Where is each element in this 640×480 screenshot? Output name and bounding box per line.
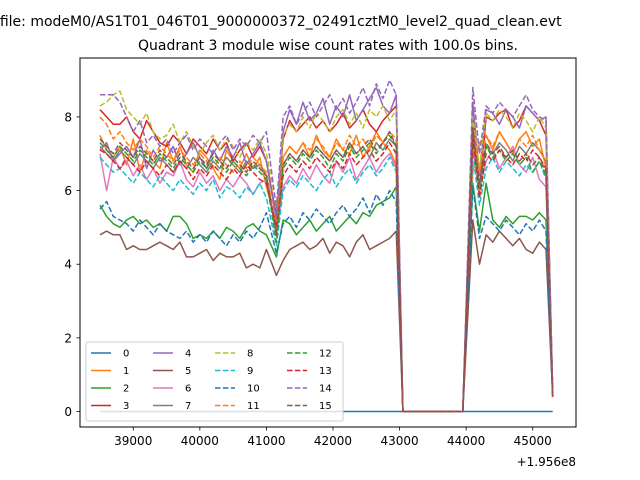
legend-label-11: 11 — [247, 401, 260, 412]
legend-label-6: 6 — [185, 384, 191, 395]
x-tick-label: 39000 — [114, 434, 152, 448]
series-line-8 — [99, 90, 554, 413]
x-offset-label: +1.956e8 — [517, 455, 576, 469]
legend-frame — [85, 341, 344, 422]
legend-label-8: 8 — [247, 349, 253, 360]
series-line-3 — [99, 105, 554, 413]
series-line-6 — [99, 145, 554, 413]
series-line-5 — [99, 219, 554, 413]
legend-label-1: 1 — [123, 366, 129, 377]
series-layer — [99, 79, 554, 413]
figure-suptitle: Plots for data from file: modeM0/AS1T01_… — [0, 14, 562, 30]
legend-label-9: 9 — [247, 366, 253, 377]
legend-label-13: 13 — [319, 366, 332, 377]
x-tick-label: 41000 — [247, 434, 285, 448]
series-line-12 — [99, 130, 554, 413]
legend-label-0: 0 — [123, 349, 129, 360]
legend-label-15: 15 — [319, 401, 332, 412]
chart-title: Quadrant 3 module wise count rates with … — [138, 38, 518, 54]
series-line-9 — [99, 152, 554, 413]
legend-label-14: 14 — [319, 384, 332, 395]
series-line-4 — [99, 86, 554, 413]
y-tick-label: 0 — [64, 405, 72, 419]
y-tick-label: 6 — [64, 184, 72, 198]
legend-label-10: 10 — [247, 384, 260, 395]
legend-label-5: 5 — [185, 366, 191, 377]
x-tick-label: 43000 — [380, 434, 418, 448]
series-line-10 — [99, 186, 554, 413]
series-line-15 — [99, 127, 554, 413]
series-line-13 — [99, 138, 554, 413]
y-axis: 0 2 4 6 8 — [64, 110, 80, 419]
legend-label-7: 7 — [185, 401, 191, 412]
x-tick-label: 42000 — [314, 434, 352, 448]
x-tick-label: 40000 — [181, 434, 219, 448]
series-line-14 — [100, 79, 554, 413]
y-tick-label: 2 — [64, 331, 72, 345]
axes-frame — [79, 57, 577, 428]
plot-area — [79, 57, 577, 428]
legend-label-4: 4 — [185, 349, 191, 360]
legend-label-2: 2 — [123, 384, 129, 395]
series-line-11 — [99, 116, 554, 413]
x-tick-label: 45000 — [514, 434, 552, 448]
x-tick-label: 44000 — [447, 434, 485, 448]
x-axis: 39000 40000 41000 42000 43000 44000 45000 — [114, 427, 552, 448]
legend-label-12: 12 — [319, 349, 332, 360]
y-tick-label: 4 — [64, 258, 72, 272]
y-tick-label: 8 — [64, 110, 72, 124]
legend-label-3: 3 — [123, 401, 129, 412]
